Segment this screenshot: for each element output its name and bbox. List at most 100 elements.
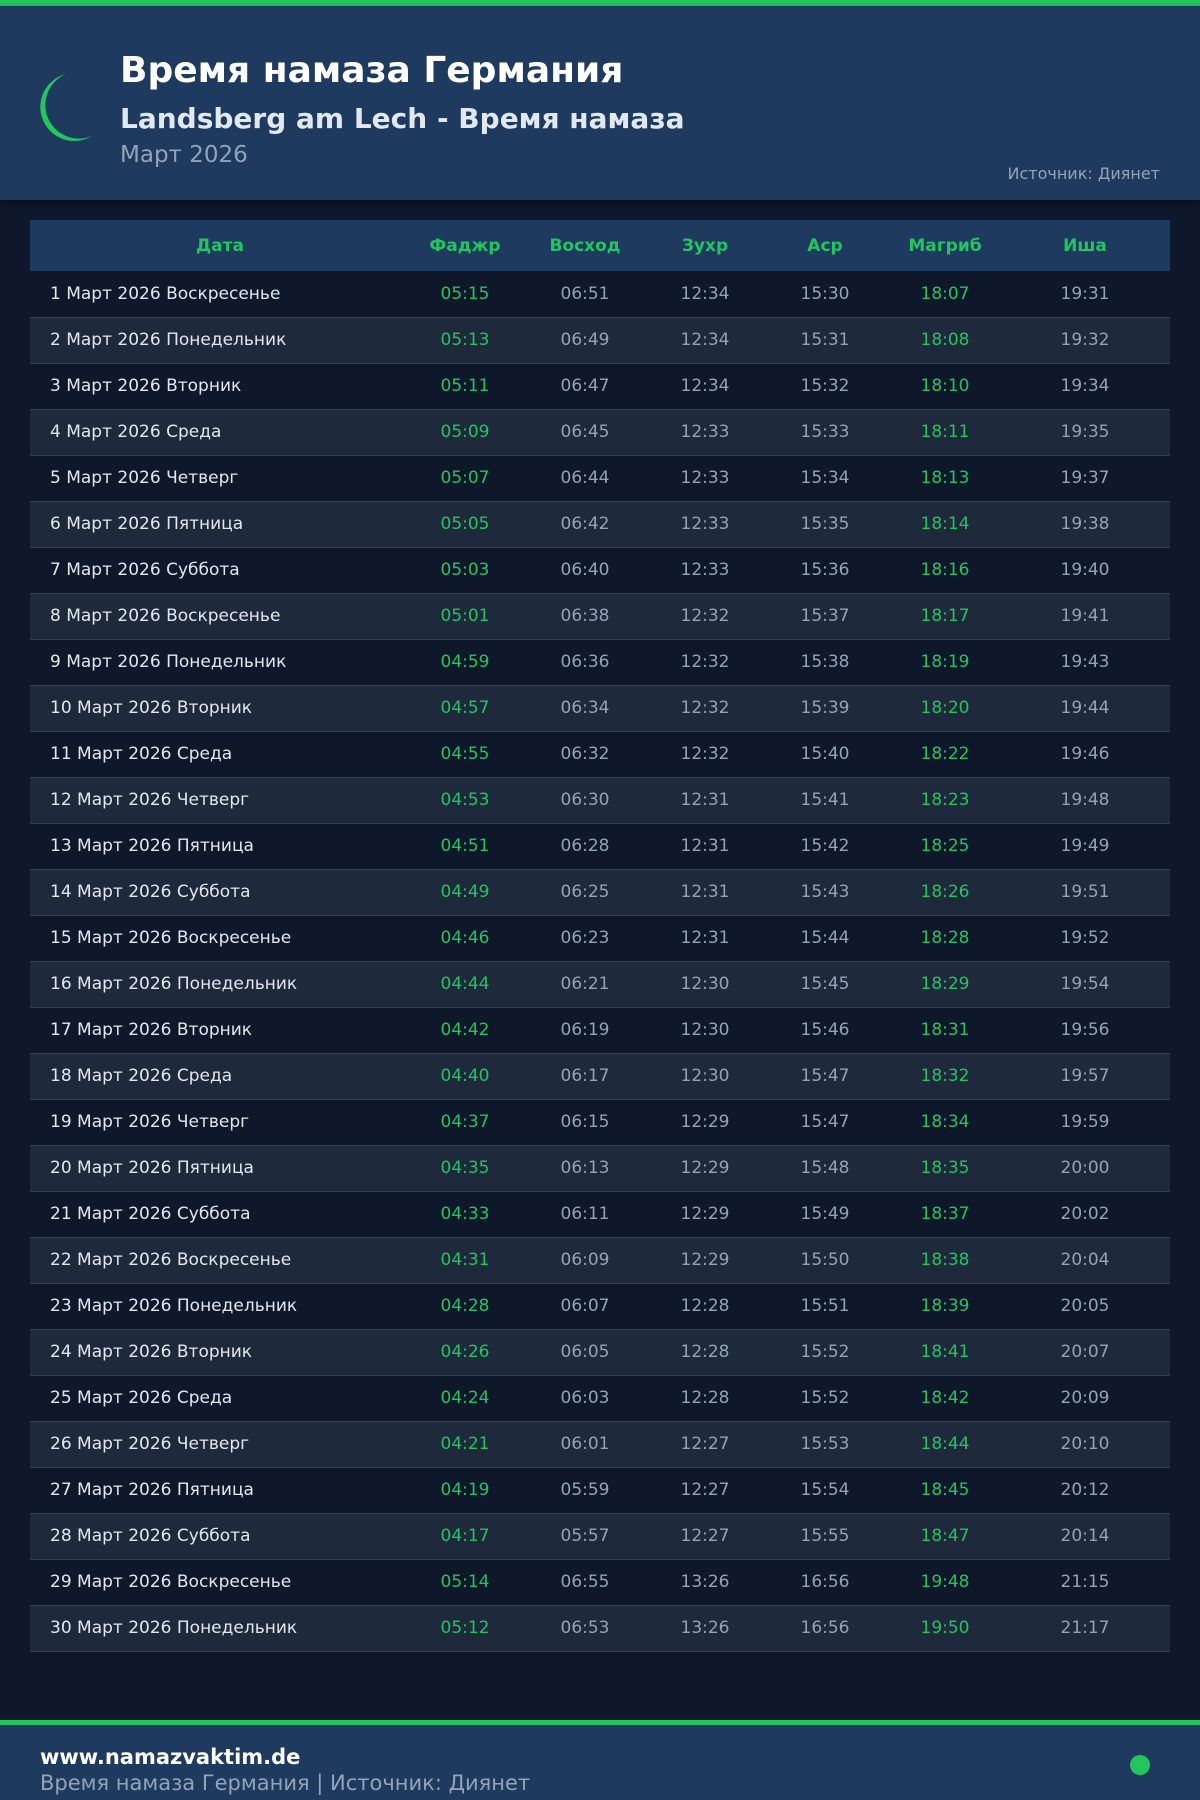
time-cell: 20:02 xyxy=(1000,1191,1170,1238)
month-label: Март 2026 xyxy=(120,142,248,168)
table-row: 20 Март 2026 Пятница 04:35 06:13 12:29 15:48… xyxy=(30,1145,1170,1192)
page-subtitle: Landsberg am Lech - Время намаза xyxy=(120,102,685,135)
time-cell: 21:15 xyxy=(1000,1559,1170,1606)
time-cell: 15:40 xyxy=(760,731,890,778)
table-row: 8 Март 2026 Воскресенье 05:01 06:38 12:32 15… xyxy=(30,593,1170,640)
time-cell: 05:14 xyxy=(410,1559,520,1606)
time-cell: 05:11 xyxy=(410,363,520,410)
time-cell: 05:09 xyxy=(410,409,520,456)
date-cell: 29 Март 2026 Воскресенье xyxy=(30,1559,410,1606)
time-cell: 12:29 xyxy=(650,1145,760,1192)
time-cell: 12:27 xyxy=(650,1513,760,1560)
time-cell: 05:01 xyxy=(410,593,520,640)
time-cell: 19:52 xyxy=(1000,915,1170,962)
time-cell: 18:25 xyxy=(890,823,1000,870)
time-cell: 15:47 xyxy=(760,1053,890,1100)
time-cell: 12:31 xyxy=(650,915,760,962)
table-row: 29 Март 2026 Воскресенье 05:14 06:55 13:26 1… xyxy=(30,1559,1170,1606)
date-cell: 23 Март 2026 Понедельник xyxy=(30,1283,410,1330)
time-cell: 06:21 xyxy=(520,961,650,1008)
time-cell: 15:30 xyxy=(760,271,890,318)
time-cell: 18:11 xyxy=(890,409,1000,456)
time-cell: 15:35 xyxy=(760,501,890,548)
time-cell: 16:56 xyxy=(760,1559,890,1606)
table-row: 4 Март 2026 Среда 05:09 06:45 12:33 15:33 18:… xyxy=(30,409,1170,456)
time-cell: 12:28 xyxy=(650,1375,760,1422)
time-cell: 19:54 xyxy=(1000,961,1170,1008)
column-header: Зухр xyxy=(650,220,760,271)
column-header: Аср xyxy=(760,220,890,271)
time-cell: 15:49 xyxy=(760,1191,890,1238)
footer-site-link[interactable]: www.namazvaktim.de xyxy=(40,1745,301,1769)
time-cell: 15:47 xyxy=(760,1099,890,1146)
crescent-moon-icon xyxy=(40,74,92,141)
table-row: 11 Март 2026 Среда 04:55 06:32 12:32 15:40 18… xyxy=(30,731,1170,778)
table-row: 6 Март 2026 Пятница 05:05 06:42 12:33 15:35 1… xyxy=(30,501,1170,548)
date-cell: 7 Март 2026 Суббота xyxy=(30,547,410,594)
time-cell: 06:49 xyxy=(520,317,650,364)
time-cell: 05:59 xyxy=(520,1467,650,1514)
time-cell: 06:53 xyxy=(520,1605,650,1652)
date-cell: 28 Март 2026 Суббота xyxy=(30,1513,410,1560)
page-header: Время намаза Германия Landsberg am Lech … xyxy=(0,6,1200,200)
time-cell: 18:42 xyxy=(890,1375,1000,1422)
date-cell: 22 Март 2026 Воскресенье xyxy=(30,1237,410,1284)
time-cell: 19:31 xyxy=(1000,271,1170,318)
table-row: 7 Март 2026 Суббота 05:03 06:40 12:33 15:36 1… xyxy=(30,547,1170,594)
time-cell: 18:08 xyxy=(890,317,1000,364)
time-cell: 06:01 xyxy=(520,1421,650,1468)
table-row: 23 Март 2026 Понедельник 04:28 06:07 12:28 1… xyxy=(30,1283,1170,1330)
time-cell: 15:44 xyxy=(760,915,890,962)
time-cell: 04:19 xyxy=(410,1467,520,1514)
date-cell: 1 Март 2026 Воскресенье xyxy=(30,271,410,318)
footer-text: Время намаза Германия | Источник: Диянет xyxy=(40,1771,531,1795)
table-row: 19 Март 2026 Четверг 04:37 06:15 12:29 15:47… xyxy=(30,1099,1170,1146)
time-cell: 04:40 xyxy=(410,1053,520,1100)
time-cell: 20:12 xyxy=(1000,1467,1170,1514)
time-cell: 18:16 xyxy=(890,547,1000,594)
date-cell: 14 Март 2026 Суббота xyxy=(30,869,410,916)
date-cell: 27 Март 2026 Пятница xyxy=(30,1467,410,1514)
time-cell: 15:48 xyxy=(760,1145,890,1192)
time-cell: 12:31 xyxy=(650,823,760,870)
time-cell: 06:34 xyxy=(520,685,650,732)
time-cell: 06:36 xyxy=(520,639,650,686)
date-cell: 4 Март 2026 Среда xyxy=(30,409,410,456)
time-cell: 06:13 xyxy=(520,1145,650,1192)
time-cell: 12:28 xyxy=(650,1329,760,1376)
table-row: 27 Март 2026 Пятница 04:19 05:59 12:27 15:54… xyxy=(30,1467,1170,1514)
time-cell: 06:45 xyxy=(520,409,650,456)
time-cell: 16:56 xyxy=(760,1605,890,1652)
time-cell: 12:30 xyxy=(650,961,760,1008)
time-cell: 04:37 xyxy=(410,1099,520,1146)
page-footer: www.namazvaktim.de Время намаза Германия… xyxy=(0,1720,1200,1800)
date-cell: 18 Март 2026 Среда xyxy=(30,1053,410,1100)
time-cell: 18:10 xyxy=(890,363,1000,410)
time-cell: 20:07 xyxy=(1000,1329,1170,1376)
time-cell: 06:03 xyxy=(520,1375,650,1422)
time-cell: 15:31 xyxy=(760,317,890,364)
time-cell: 20:09 xyxy=(1000,1375,1170,1422)
time-cell: 06:28 xyxy=(520,823,650,870)
time-cell: 15:52 xyxy=(760,1329,890,1376)
table-row: 24 Март 2026 Вторник 04:26 06:05 12:28 15:52… xyxy=(30,1329,1170,1376)
column-header: Фаджр xyxy=(410,220,520,271)
time-cell: 12:33 xyxy=(650,501,760,548)
time-cell: 15:41 xyxy=(760,777,890,824)
time-cell: 12:34 xyxy=(650,363,760,410)
date-cell: 21 Март 2026 Суббота xyxy=(30,1191,410,1238)
top-accent-bar xyxy=(0,0,1200,6)
time-cell: 19:48 xyxy=(890,1559,1000,1606)
time-cell: 04:21 xyxy=(410,1421,520,1468)
time-cell: 19:44 xyxy=(1000,685,1170,732)
time-cell: 04:24 xyxy=(410,1375,520,1422)
time-cell: 12:33 xyxy=(650,455,760,502)
status-dot-icon xyxy=(1130,1755,1150,1775)
time-cell: 18:28 xyxy=(890,915,1000,962)
time-cell: 15:52 xyxy=(760,1375,890,1422)
time-cell: 12:32 xyxy=(650,731,760,778)
time-cell: 18:26 xyxy=(890,869,1000,916)
time-cell: 12:28 xyxy=(650,1283,760,1330)
time-cell: 19:41 xyxy=(1000,593,1170,640)
time-cell: 06:17 xyxy=(520,1053,650,1100)
